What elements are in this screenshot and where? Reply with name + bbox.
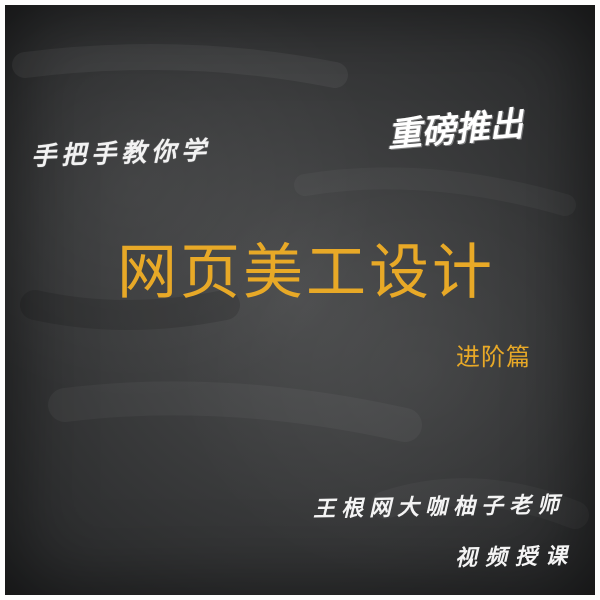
tagline-text: 手把手教你学 (30, 129, 251, 171)
course-format-label: 视频授课 (455, 538, 595, 570)
page-subtitle: 进阶篇 (456, 337, 566, 369)
author-credit: 王根网大咖柚子老师 (313, 487, 583, 522)
page-title: 网页美工设计 (117, 224, 507, 294)
chalkboard-background: 手把手教你学 重磅推出 网页美工设计 进阶篇 王根网大咖柚子老师 视频授课 (5, 5, 595, 595)
release-stamp-text: 重磅推出 (385, 94, 549, 158)
